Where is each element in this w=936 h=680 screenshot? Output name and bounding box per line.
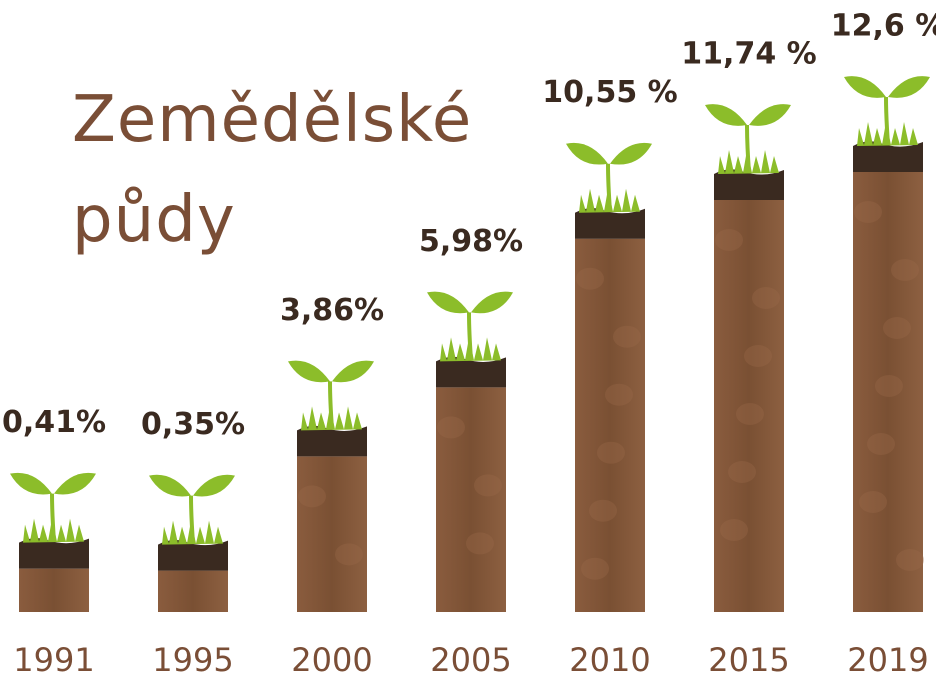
bar-group: 3,86% — [280, 293, 384, 612]
x-tick-label: 2019 — [847, 641, 928, 679]
pebble — [589, 500, 617, 522]
x-tick-label: 2010 — [569, 641, 650, 679]
pebble — [867, 433, 895, 455]
value-label: 5,98% — [419, 224, 523, 259]
soil-cap — [575, 208, 645, 239]
bar-group: 5,98% — [419, 224, 523, 612]
pebble — [613, 326, 641, 348]
soil-cap — [19, 538, 89, 569]
pebble — [859, 491, 887, 513]
leaf — [749, 104, 791, 126]
stem — [191, 496, 193, 543]
value-label: 12,6 % — [831, 9, 936, 44]
bar-group: 12,6 % — [831, 9, 936, 613]
soil-cap — [297, 426, 367, 457]
value-label: 0,35% — [141, 407, 245, 442]
bar — [158, 571, 228, 612]
leaf — [10, 473, 52, 495]
bar-group: 0,35% — [141, 407, 245, 612]
leaf — [471, 292, 513, 314]
pebble — [576, 268, 604, 290]
leaf — [149, 475, 191, 497]
x-tick-label: 2005 — [430, 641, 511, 679]
pebble — [896, 549, 924, 571]
leaf — [888, 76, 930, 98]
pebble — [728, 461, 756, 483]
bar-group: 11,74 % — [681, 36, 816, 612]
pebble — [298, 485, 326, 507]
pebble — [744, 345, 772, 367]
leaf — [427, 292, 469, 314]
leaf — [844, 76, 886, 98]
stem — [608, 164, 610, 211]
x-tick-label: 2000 — [291, 641, 372, 679]
leaf — [288, 361, 330, 383]
leaf — [566, 143, 608, 165]
soil-cap — [436, 357, 506, 388]
value-label: 0,41% — [2, 405, 106, 440]
pebble — [752, 287, 780, 309]
pebble — [891, 259, 919, 281]
soil-cap — [714, 169, 784, 200]
x-tick-label: 1995 — [152, 641, 233, 679]
pebble — [335, 543, 363, 565]
pebble — [597, 442, 625, 464]
stem — [469, 312, 471, 359]
pebble — [883, 317, 911, 339]
pebble — [581, 558, 609, 580]
pebble — [605, 384, 633, 406]
soil-cap — [158, 540, 228, 571]
pebble — [437, 416, 465, 438]
x-tick-label: 2015 — [708, 641, 789, 679]
leaf — [54, 473, 96, 495]
leaf — [332, 361, 374, 383]
bar-group: 10,55 % — [542, 75, 677, 612]
value-label: 11,74 % — [681, 36, 816, 71]
bar-group: 0,41% — [2, 405, 106, 612]
pebble — [854, 201, 882, 223]
value-label: 3,86% — [280, 293, 384, 328]
leaf — [610, 143, 652, 165]
x-tick-label: 1991 — [13, 641, 94, 679]
leaf — [193, 475, 235, 497]
stem — [330, 381, 332, 428]
stem — [747, 125, 749, 172]
bar — [297, 456, 367, 612]
soil-cap — [853, 141, 923, 172]
pebble — [466, 532, 494, 554]
bar — [575, 239, 645, 612]
value-label: 10,55 % — [542, 75, 677, 110]
pebble — [720, 519, 748, 541]
pebble — [875, 375, 903, 397]
chart-title: Zemědělské půdy — [72, 70, 412, 270]
bar — [19, 569, 89, 612]
leaf — [705, 104, 747, 126]
stem — [886, 97, 888, 144]
pebble — [474, 474, 502, 496]
infographic: 0,41% 1991 0,35% 1995 3,86% 2000 5,98% 2005 10,5… — [0, 0, 936, 680]
pebble — [736, 403, 764, 425]
pebble — [715, 229, 743, 251]
stem — [52, 494, 54, 541]
